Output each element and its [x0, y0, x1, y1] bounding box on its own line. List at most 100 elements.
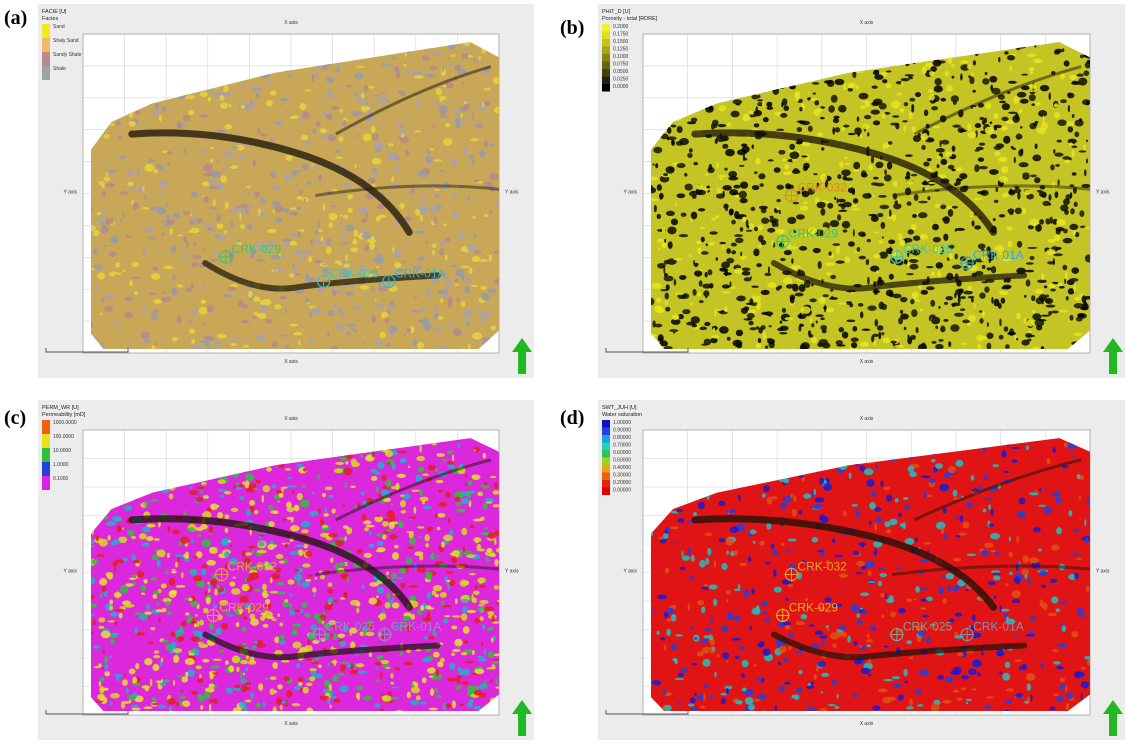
- property-speckle: [652, 163, 655, 166]
- property-speckle: [299, 257, 306, 262]
- property-speckle: [715, 257, 719, 261]
- property-speckle: [370, 126, 376, 134]
- property-speckle: [172, 273, 176, 282]
- property-speckle: [197, 694, 206, 702]
- property-speckle: [264, 318, 273, 324]
- property-speckle: [410, 325, 415, 334]
- property-speckle: [753, 109, 763, 117]
- property-speckle: [430, 254, 434, 257]
- property-speckle: [980, 255, 986, 262]
- property-speckle: [310, 239, 314, 247]
- property-speckle: [943, 318, 949, 322]
- property-speckle: [1005, 119, 1015, 125]
- property-speckle: [421, 499, 426, 505]
- property-speckle: [288, 232, 299, 238]
- property-speckle: [299, 687, 303, 691]
- property-speckle: [214, 340, 222, 349]
- property-speckle: [434, 631, 437, 637]
- property-speckle: [1015, 692, 1024, 699]
- property-speckle: [836, 344, 846, 347]
- property-speckle: [822, 294, 829, 298]
- property-speckle: [440, 169, 444, 173]
- property-speckle: [472, 233, 478, 238]
- property-speckle: [703, 635, 711, 639]
- property-speckle: [339, 597, 346, 600]
- property-speckle: [690, 554, 695, 562]
- legend-item: 0.00000: [613, 488, 631, 494]
- property-speckle: [123, 557, 129, 562]
- property-speckle: [484, 606, 495, 612]
- property-speckle: [131, 276, 141, 279]
- property-speckle: [866, 633, 870, 639]
- property-speckle: [317, 174, 323, 182]
- property-speckle: [154, 103, 160, 109]
- property-speckle: [824, 597, 832, 603]
- property-speckle: [396, 709, 403, 711]
- property-speckle: [740, 307, 748, 314]
- property-speckle: [410, 686, 420, 694]
- property-speckle: [175, 585, 186, 588]
- property-speckle: [871, 335, 875, 343]
- property-speckle: [373, 94, 381, 97]
- property-speckle: [954, 312, 964, 317]
- legend-swatch: [602, 457, 610, 465]
- property-speckle: [306, 707, 314, 711]
- property-speckle: [864, 101, 870, 108]
- property-speckle: [1043, 506, 1052, 515]
- property-speckle: [222, 168, 228, 171]
- property-speckle: [925, 187, 929, 191]
- property-speckle: [951, 75, 955, 79]
- property-speckle: [464, 482, 468, 486]
- property-speckle: [1078, 150, 1087, 153]
- property-speckle: [400, 494, 405, 497]
- property-speckle: [492, 490, 499, 495]
- property-speckle: [979, 292, 986, 299]
- property-speckle: [101, 585, 107, 593]
- property-speckle: [202, 283, 206, 290]
- property-speckle: [1054, 152, 1064, 157]
- property-speckle: [1074, 572, 1079, 580]
- property-speckle: [385, 342, 392, 347]
- property-speckle: [399, 136, 410, 144]
- property-speckle: [249, 572, 260, 581]
- well-label: CRK-032: [797, 560, 847, 574]
- legend-swatch: [602, 480, 610, 488]
- property-speckle: [287, 74, 292, 78]
- property-speckle: [230, 507, 239, 512]
- property-speckle: [389, 534, 398, 540]
- well-label: CRK-01A: [395, 266, 446, 280]
- property-speckle: [281, 238, 292, 242]
- property-speckle: [807, 227, 818, 235]
- property-speckle: [239, 595, 249, 604]
- property-speckle: [339, 640, 347, 647]
- x-axis-label: X axis: [860, 20, 874, 26]
- property-speckle: [951, 264, 962, 270]
- property-speckle: [861, 610, 868, 614]
- property-speckle: [412, 339, 418, 347]
- property-speckle: [448, 662, 456, 670]
- property-speckle: [359, 285, 370, 290]
- property-speckle: [208, 181, 212, 186]
- property-speckle: [195, 613, 198, 617]
- property-speckle: [752, 540, 756, 545]
- property-speckle: [868, 213, 878, 217]
- property-speckle: [693, 692, 697, 696]
- property-speckle: [1038, 109, 1048, 118]
- property-speckle: [702, 646, 712, 651]
- property-speckle: [426, 288, 432, 293]
- property-speckle: [425, 605, 432, 610]
- property-speckle: [803, 201, 808, 204]
- property-speckle: [772, 549, 779, 556]
- property-speckle: [873, 254, 881, 259]
- property-speckle: [931, 458, 936, 463]
- property-speckle: [663, 266, 666, 274]
- property-speckle: [416, 566, 427, 573]
- property-speckle: [463, 639, 469, 644]
- property-speckle: [455, 269, 465, 277]
- property-speckle: [1078, 495, 1082, 500]
- property-speckle: [319, 574, 326, 580]
- property-speckle: [1000, 125, 1008, 131]
- property-speckle: [742, 154, 746, 162]
- property-speckle: [428, 205, 439, 213]
- property-speckle: [334, 149, 340, 154]
